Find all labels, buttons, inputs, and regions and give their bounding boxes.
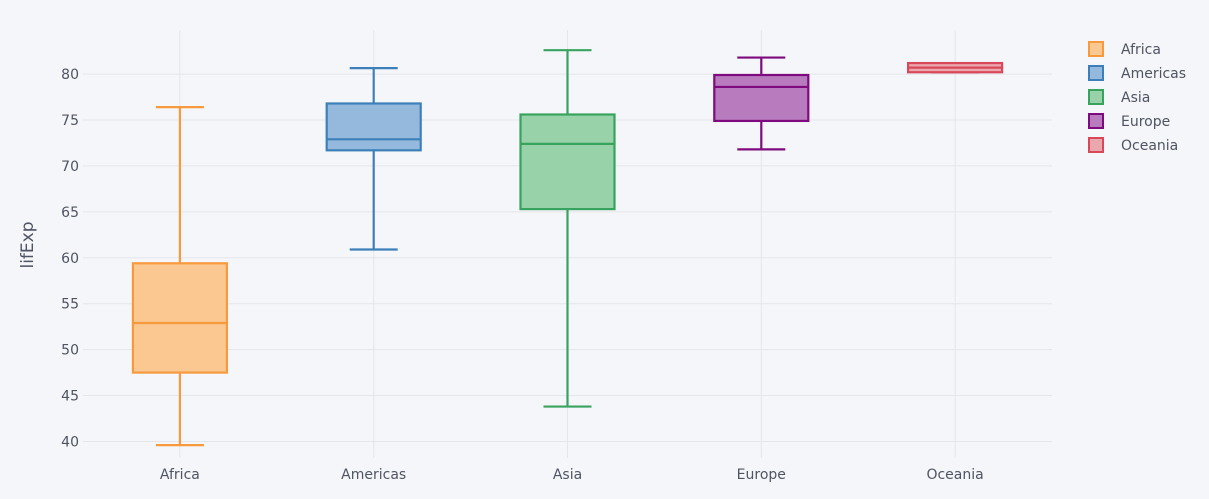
x-tick-label: Asia [553,467,582,483]
legend-label: Oceania [1121,138,1178,154]
box-asia [519,49,616,408]
y-tick-label: 40 [61,434,79,450]
legend-label: Asia [1121,90,1150,106]
box-americas [325,67,422,251]
y-tick-label: 60 [61,251,79,267]
legend-swatch [1088,89,1104,105]
box-europe [713,56,810,151]
box-africa [131,106,228,447]
y-tick-label: 65 [61,205,79,221]
legend-swatch [1088,113,1104,129]
x-tick-labels: Africa Americas Asia Europe Oceania [160,467,984,483]
y-tick-label: 75 [61,113,79,129]
iqr-box [131,262,228,374]
iqr-box [325,102,422,152]
legend[interactable]: Africa Americas Asia Europe Oceania [1088,41,1186,154]
iqr-box [519,113,616,211]
legend-item-asia[interactable]: Asia [1088,89,1150,106]
legend-swatch [1088,65,1104,81]
y-tick-labels: 40 45 50 55 60 65 70 75 80 [61,67,79,450]
legend-label: Americas [1121,66,1186,82]
x-tick-label: Oceania [926,467,983,483]
y-tick-label: 80 [61,67,79,83]
boxes [131,49,1004,447]
x-tick-label: Americas [341,467,406,483]
y-tick-label: 70 [61,159,79,175]
legend-item-africa[interactable]: Africa [1088,41,1161,58]
y-axis-title: lifExp [18,221,38,268]
legend-item-oceania[interactable]: Oceania [1088,137,1178,154]
y-tick-label: 45 [61,389,79,405]
legend-label: Africa [1121,42,1161,58]
legend-swatch [1088,41,1104,57]
legend-swatch [1088,137,1104,153]
iqr-box [713,73,810,123]
x-tick-label: Europe [737,467,786,483]
box-oceania [906,61,1004,74]
y-tick-label: 55 [61,297,79,313]
y-tick-label: 50 [61,343,79,359]
legend-item-europe[interactable]: Europe [1088,113,1170,130]
x-tick-label: Africa [160,467,200,483]
legend-label: Europe [1121,114,1170,130]
legend-item-americas[interactable]: Americas [1088,65,1186,82]
